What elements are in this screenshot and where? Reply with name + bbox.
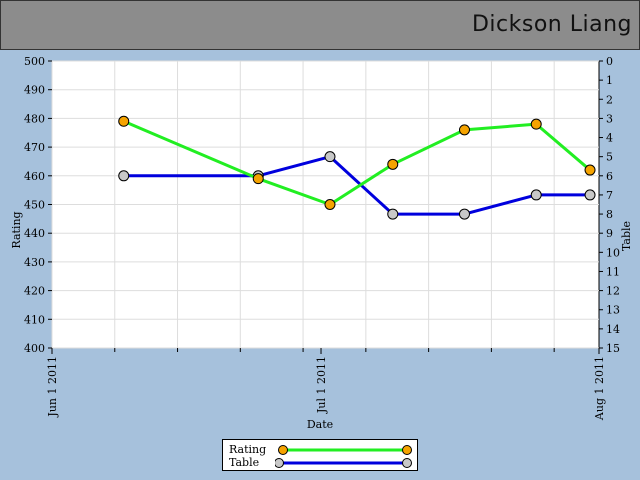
y-right-tick-label: 8: [606, 208, 613, 221]
y-left-tick-label: 490: [24, 84, 45, 97]
y-left-tick-label: 470: [24, 141, 45, 154]
data-point-rating: [252, 173, 264, 185]
y-right-tick-label: 1: [606, 74, 613, 87]
y-right-tick-label: 3: [606, 112, 613, 125]
data-point-rating: [387, 158, 399, 170]
y-left-tick-label: 400: [24, 342, 45, 355]
y-right-tick-label: 10: [606, 246, 620, 259]
y-right-tick-label: 11: [606, 265, 620, 278]
x-tick-label: Jul 1 2011: [315, 356, 328, 414]
data-point-rating: [530, 118, 542, 130]
legend-swatch-table: [275, 458, 412, 468]
data-point-rating: [118, 115, 130, 127]
y-right-tick-label: 14: [606, 323, 620, 336]
data-point-table: [387, 208, 399, 220]
legend-item-rating: Rating: [229, 443, 415, 457]
header-bar: [0, 0, 640, 50]
x-tick-label: Jun 1 2011: [46, 356, 59, 418]
y-axis-right-title: Table: [620, 221, 633, 251]
y-left-tick-label: 410: [24, 313, 45, 326]
data-point-table: [324, 151, 336, 163]
y-left-tick-label: 430: [24, 256, 45, 269]
data-point-table: [458, 208, 470, 220]
data-point-rating: [458, 124, 470, 136]
y-left-tick-label: 460: [24, 170, 45, 183]
data-point-table: [584, 189, 596, 201]
x-axis-title: Date: [307, 418, 333, 431]
y-right-tick-label: 13: [606, 304, 620, 317]
y-right-tick-label: 4: [606, 132, 613, 145]
legend-swatch-rating: [278, 445, 412, 455]
legend-label-table: Table: [229, 456, 260, 469]
y-right-tick-label: 9: [606, 227, 613, 240]
legend-label-rating: Rating: [229, 443, 267, 456]
y-left-tick-label: 450: [24, 199, 45, 212]
series-layer: [118, 115, 596, 220]
y-left-tick-label: 420: [24, 285, 45, 298]
y-left-tick-label: 440: [24, 227, 45, 240]
x-tick-label: Aug 1 2011: [593, 356, 606, 421]
y-right-tick-label: 15: [606, 342, 620, 355]
y-left-tick-label: 480: [24, 112, 45, 125]
y-right-tick-label: 6: [606, 170, 613, 183]
data-point-table: [118, 170, 130, 182]
y-axis-left-title: Rating: [10, 211, 23, 248]
y-right-tick-label: 0: [606, 55, 613, 68]
y-right-tick-label: 2: [606, 93, 613, 106]
y-left-tick-label: 500: [24, 55, 45, 68]
legend-item-table: Table: [229, 456, 415, 470]
y-right-tick-label: 5: [606, 151, 613, 164]
y-right-tick-label: 12: [606, 285, 620, 298]
data-point-rating: [584, 164, 596, 176]
page-title: Dickson Liang: [471, 12, 632, 37]
grid: [51, 60, 599, 349]
data-point-rating: [324, 199, 336, 210]
data-point-table: [530, 189, 542, 201]
y-right-tick-label: 7: [606, 189, 613, 202]
legend: Rating Table: [222, 439, 418, 471]
